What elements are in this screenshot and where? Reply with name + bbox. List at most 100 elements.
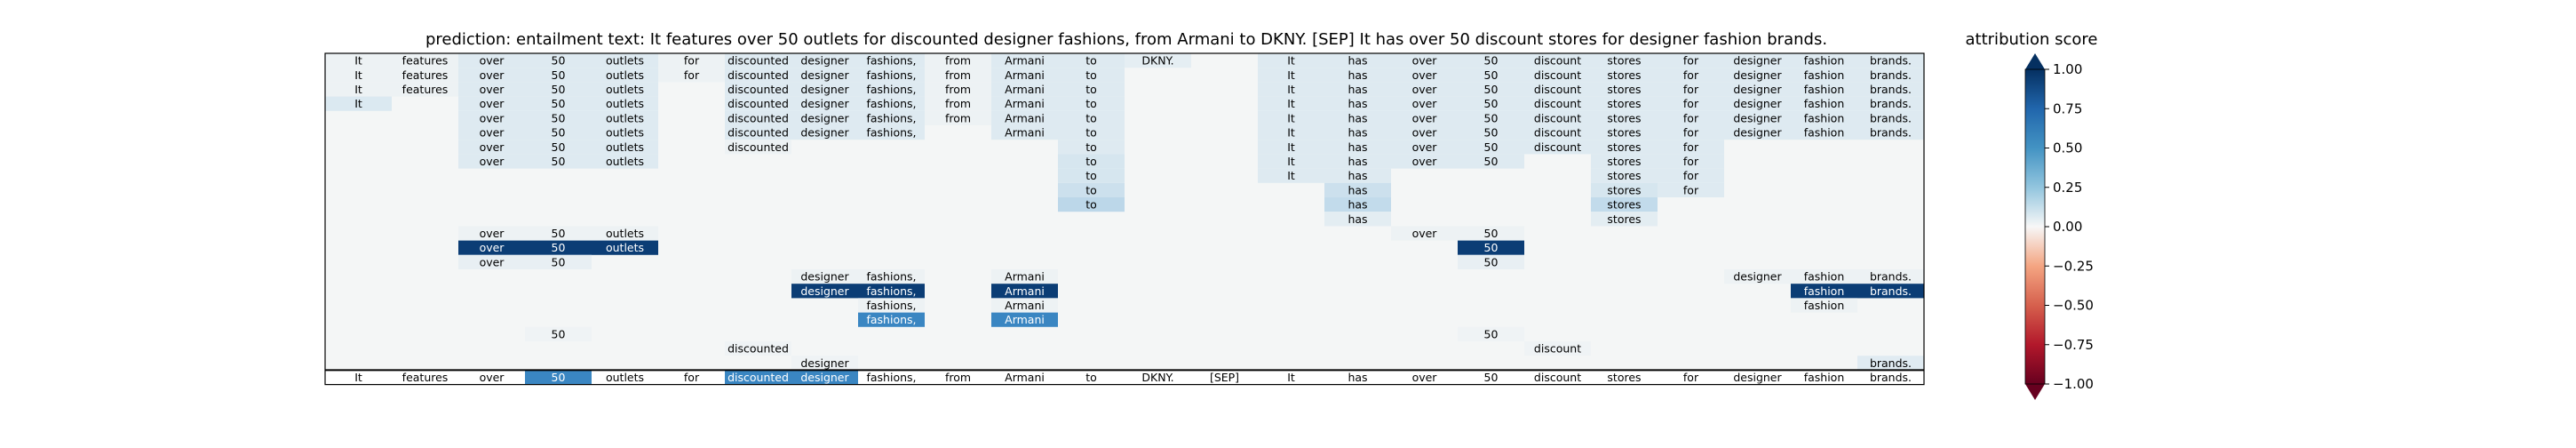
cell-token-label: designer [1733,97,1782,110]
heatmap-cell [392,53,458,68]
cell-token-label: features [402,68,449,82]
heatmap-cell [1058,53,1125,68]
cell-token-label: discounted [727,126,789,140]
cell-token-label: to [1085,140,1097,154]
cell-token-label: to [1085,111,1097,124]
colorbar-tick-label: −1.00 [2053,376,2094,392]
cell-token-label: has [1348,68,1367,82]
heatmap-cell [525,96,592,111]
cell-token-label: 50 [552,54,566,68]
cell-token-label: It [354,97,362,110]
heatmap-cell [725,341,791,356]
heatmap-cell [1458,154,1524,169]
cell-token-label: fashions, [866,270,916,284]
heatmap-row: fashions, Armani fashion [858,298,1857,313]
heatmap-cell [458,125,525,140]
cell-token-label: has [1348,183,1367,196]
cell-token-label: 50 [552,155,566,168]
heatmap-row: over 50 outlets 50 [458,240,1524,255]
heatmap-cell [325,68,392,83]
heatmap-cell [525,240,592,255]
heatmap-cell [1524,82,1591,97]
colorbar-tick-label: −0.50 [2053,298,2094,314]
heatmap-cell [1458,326,1524,341]
heatmap-cell [1591,125,1658,140]
token-axis-label: to [1085,371,1097,384]
heatmap-cell [1391,68,1458,83]
heatmap-cell [1058,96,1125,111]
heatmap-cell [1524,53,1591,68]
cell-token-label: stores [1607,97,1641,110]
heatmap-cell [1058,82,1125,97]
cell-token-label: fashions, [866,97,916,110]
heatmap-cell [858,53,925,68]
heatmap-cell [725,125,791,140]
cell-token-label: fashion [1804,270,1845,284]
token-axis-label: fashions, [866,371,916,384]
heatmap-cell [1458,53,1524,68]
heatmap-cell [1591,110,1658,125]
token-axis-cell [791,370,858,385]
heatmap-cell [1658,140,1724,155]
cell-token-label: has [1348,111,1367,124]
cell-token-label: 50 [552,140,566,154]
cell-token-label: It [1287,155,1295,168]
cell-token-label: over [480,155,505,168]
cell-token-label: for [1683,111,1699,124]
heatmap-cell [1258,96,1324,111]
heatmap-row: discounted discount [725,341,1591,356]
heatmap-cell [991,82,1058,97]
heatmap-cell [1791,110,1857,125]
cell-token-label: over [1412,111,1438,124]
colorbar-label: attribution score [1966,30,2098,49]
cell-token-label: over [480,140,505,154]
heatmap-cell [725,96,791,111]
cell-token-label: outlets [606,126,644,140]
heatmap-cell [858,68,925,83]
cell-token-label: for [1683,140,1699,154]
heatmap-cell [1857,96,1924,111]
cell-token-label: stores [1607,83,1641,96]
heatmap-cell [1524,140,1591,155]
cell-token-label: Armani [1005,97,1045,110]
cell-token-label: discounted [727,97,789,110]
heatmap-cell [1258,140,1324,155]
cell-token-label: designer [800,284,849,298]
cell-token-label: to [1085,97,1097,110]
heatmap-cell [1324,110,1391,125]
heatmap-cell [1658,168,1724,183]
heatmap-cell [991,312,1058,327]
cell-token-label: over [480,241,505,254]
heatmap-cell [1658,182,1724,197]
heatmap-cell [1724,110,1791,125]
heatmap-cell [1791,125,1857,140]
cell-token-label: designer [1733,68,1782,82]
cell-token-label: It [1287,54,1295,68]
cell-token-label: It [354,68,362,82]
cell-token-label: for [1683,183,1699,196]
cell-token-label: has [1348,126,1367,140]
cell-token-label: 50 [1484,54,1499,68]
heatmap-cell [1658,110,1724,125]
cell-token-label: fashion [1804,54,1845,68]
heatmap-cell [925,96,991,111]
cell-token-label: designer [1733,83,1782,96]
cell-token-label: fashions, [866,299,916,312]
heatmap-cell [858,125,925,140]
cell-token-label: has [1348,155,1367,168]
cell-token-label: for [1683,97,1699,110]
colorbar-tick-label: 0.00 [2053,219,2082,235]
token-axis-label: over [480,371,505,384]
cell-token-label: discounted [727,111,789,124]
cell-token-label: stores [1607,68,1641,82]
heatmap-cell [858,284,925,299]
cell-token-label: designer [1733,270,1782,284]
cell-token-label: stores [1607,140,1641,154]
heatmap-row: to has stores for [1058,182,1724,197]
heatmap-cell [458,82,525,97]
heatmap-cell [1258,110,1324,125]
heatmap-cell [1724,53,1791,68]
cell-token-label: stores [1607,198,1641,212]
cell-token-label: over [480,97,505,110]
